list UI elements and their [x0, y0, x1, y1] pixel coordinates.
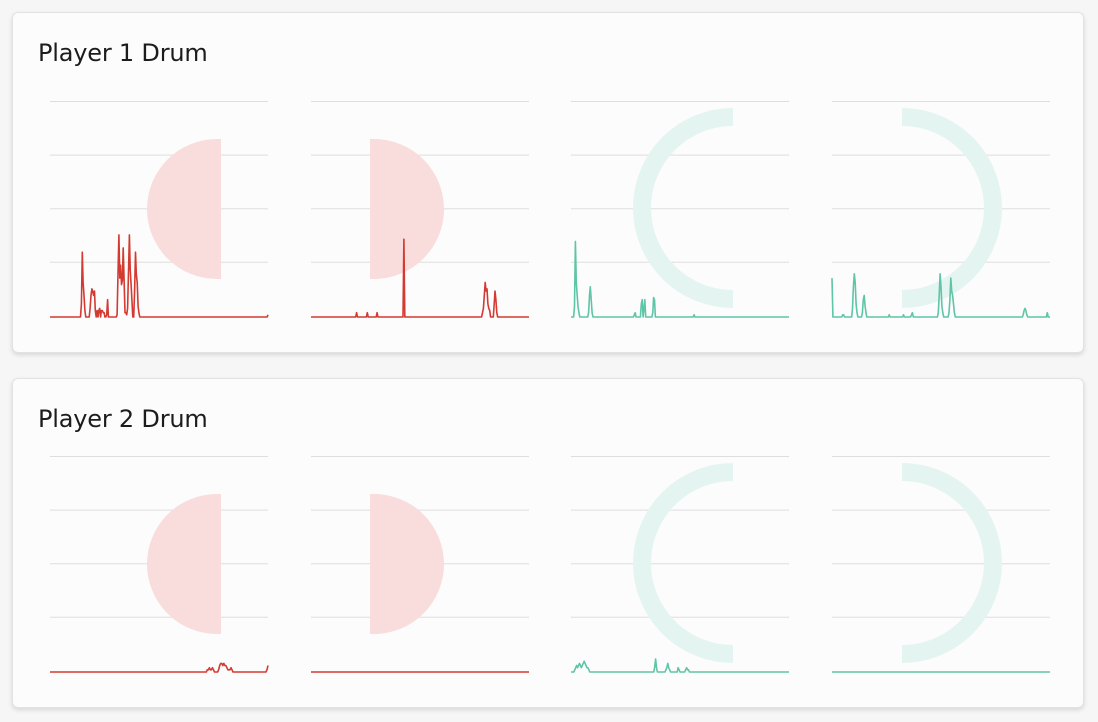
pad-shape	[147, 139, 221, 279]
hit-trace	[50, 662, 269, 673]
panel-title: Player 2 Drum	[38, 405, 208, 433]
hit-trace	[571, 658, 789, 673]
drum-pad-teal-right	[832, 456, 1050, 676]
drum-pad-red-right	[311, 456, 529, 676]
hit-trace	[50, 234, 269, 318]
hit-trace	[831, 273, 1050, 318]
player-1-drum-panel: Player 1 Drum	[12, 12, 1084, 353]
drum-pad-red-left	[50, 101, 269, 321]
drum-pad-teal-left	[571, 456, 789, 676]
pad-shape	[633, 463, 734, 663]
drum-pad-teal-left	[571, 101, 789, 321]
pad-shape	[901, 463, 1002, 663]
panel-title: Player 1 Drum	[38, 39, 208, 67]
pad-shape	[147, 494, 221, 634]
drum-pad-red-left	[50, 456, 269, 676]
drum-pad-teal-right	[831, 101, 1050, 321]
hit-trace	[311, 238, 529, 318]
pad-shape	[901, 108, 1002, 308]
pad-shape	[370, 139, 444, 279]
player-2-drum-panel: Player 2 Drum	[12, 378, 1084, 708]
pad-shape	[633, 108, 734, 308]
drum-pad-red-right	[311, 101, 529, 321]
pad-shape	[370, 494, 444, 634]
hit-trace	[571, 240, 789, 318]
